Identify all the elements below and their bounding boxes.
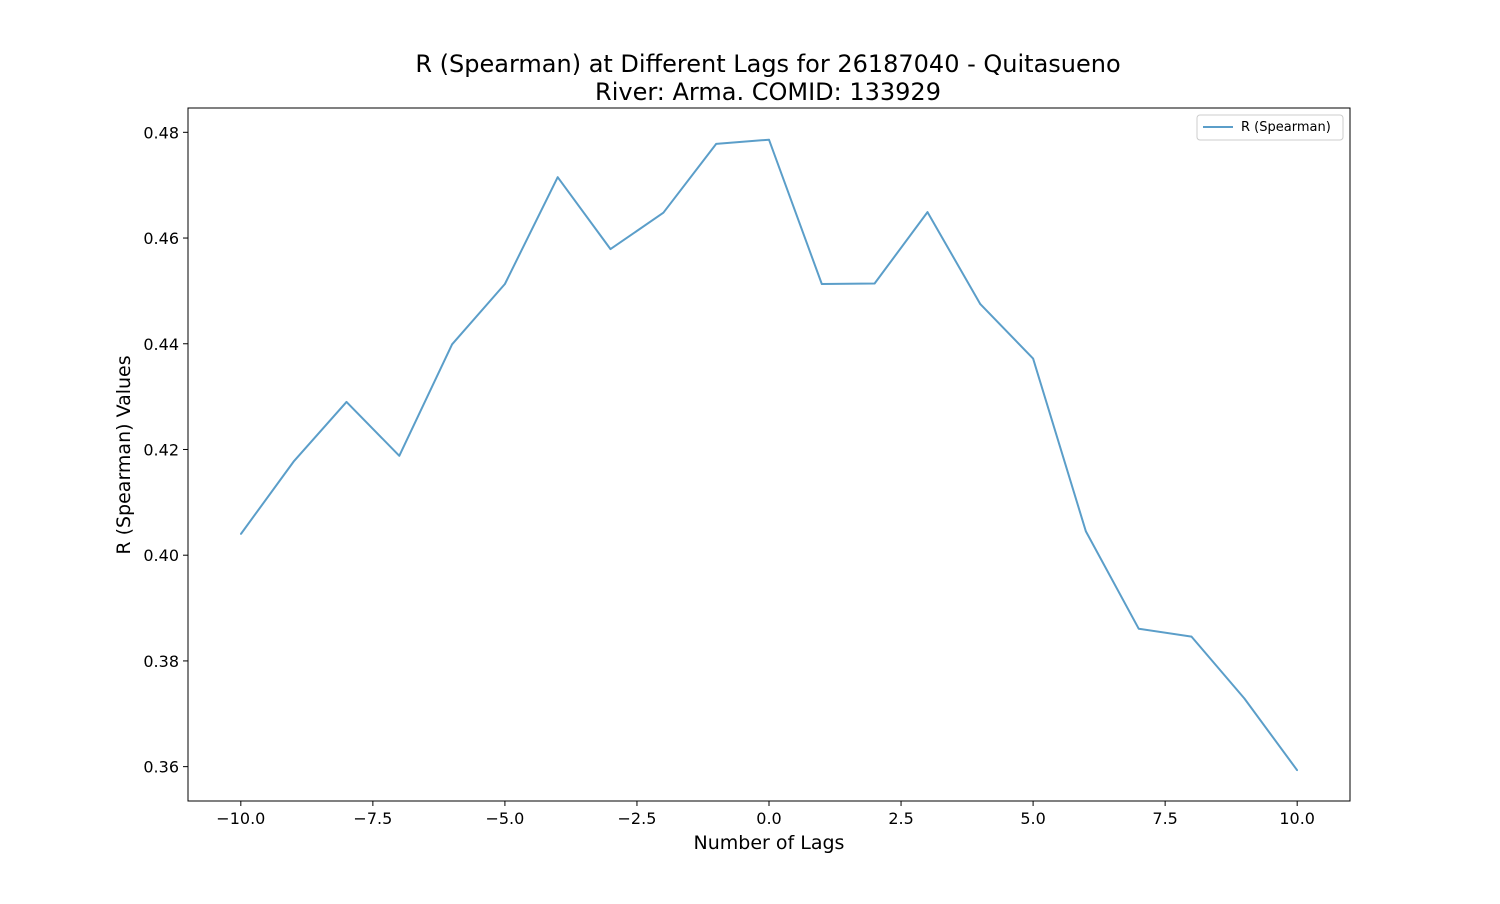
y-axis: 0.36 0.38 0.40 0.42 0.44 0.46 0.48 [143,123,188,777]
data-point [609,248,612,250]
y-tick-label: 0.36 [143,758,179,777]
x-tick-label: 7.5 [1152,809,1177,828]
data-point [556,176,559,179]
data-point [1085,530,1087,533]
x-tick-label: 10.0 [1279,809,1315,828]
data-point [715,143,717,145]
y-tick-label: 0.42 [143,440,179,459]
x-tick-label: −7.5 [353,809,392,828]
y-tick-label: 0.48 [143,123,179,142]
data-point [1243,697,1246,700]
data-point [345,401,348,403]
x-axis-label: Number of Lags [694,832,845,854]
data-point [398,455,401,457]
data-point [662,211,665,214]
x-tick-label: 0.0 [756,809,781,828]
legend: R (Spearman) [1196,114,1344,141]
legend-box [1196,114,1344,141]
data-point [979,303,982,305]
x-tick-label: −10.0 [216,809,265,828]
x-tick-label: −2.5 [618,809,657,828]
data-point [926,211,929,213]
data-point [821,283,823,285]
y-tick-label: 0.40 [143,546,179,565]
y-axis-label: R (Spearman) Values [113,355,135,554]
data-point [768,138,770,141]
plot-area [239,138,1299,772]
data-point [292,460,295,463]
legend-label-r-spearman: R (Spearman) [1241,120,1331,135]
data-point [1032,357,1034,360]
x-tick-label: −5.0 [485,809,524,828]
axes-frame [187,107,1351,802]
data-point [873,282,876,285]
chart-title: R (Spearman) at Different Lags for 26187… [415,50,1120,78]
series-line-r-spearman [239,138,1299,771]
chart-subtitle: River: Arma. COMID: 133929 [595,78,941,106]
y-tick-label: 0.44 [143,335,179,354]
x-tick-label: 2.5 [888,809,913,828]
data-point [451,343,453,346]
data-point [240,533,242,535]
data-point [504,283,506,285]
y-tick-label: 0.38 [143,652,179,671]
data-point [1190,635,1193,638]
x-axis: −10.0 −7.5 −5.0 −2.5 0.0 2.5 5.0 7.5 10.0 [216,801,1315,828]
y-tick-label: 0.46 [143,229,179,248]
data-point [1137,627,1140,630]
data-point [1296,769,1298,772]
x-tick-label: 5.0 [1020,809,1045,828]
